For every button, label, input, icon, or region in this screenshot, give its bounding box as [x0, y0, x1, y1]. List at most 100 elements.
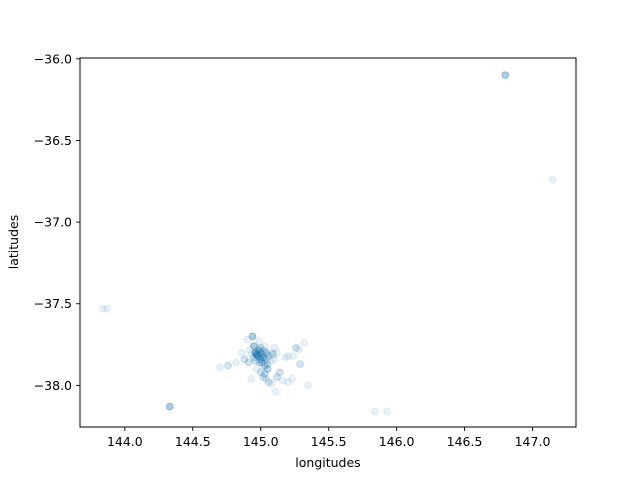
data-point	[165, 402, 174, 411]
data-point	[248, 332, 257, 341]
data-point	[269, 350, 277, 359]
data-point	[263, 365, 272, 373]
data-point	[165, 402, 174, 411]
data-point	[300, 339, 309, 347]
data-point	[254, 345, 262, 354]
data-point	[252, 350, 261, 359]
data-point	[259, 353, 268, 362]
data-point	[256, 368, 265, 377]
data-point	[262, 348, 271, 357]
data-point	[254, 352, 262, 360]
data-point	[247, 350, 256, 359]
data-point	[255, 347, 264, 355]
data-point	[292, 343, 300, 352]
data-point	[244, 358, 253, 367]
data-point	[255, 358, 264, 367]
data-point	[262, 348, 271, 357]
data-point	[267, 379, 276, 388]
data-point	[501, 71, 510, 80]
x-axis-label: longitudes	[295, 455, 360, 470]
data-point	[549, 175, 557, 184]
data-point	[240, 355, 249, 364]
data-point	[256, 343, 265, 352]
data-point	[232, 358, 241, 367]
data-point	[260, 370, 269, 378]
data-point	[273, 373, 281, 382]
data-point	[270, 355, 279, 364]
data-point	[262, 355, 271, 364]
data-point	[284, 352, 292, 360]
x-tick-label: 146.0	[379, 434, 415, 449]
data-point	[259, 353, 268, 362]
data-point	[252, 350, 261, 359]
data-point	[250, 342, 258, 351]
data-point	[275, 368, 284, 377]
data-point	[260, 361, 269, 370]
data-point	[260, 342, 269, 351]
data-point	[250, 342, 258, 351]
data-point	[252, 350, 261, 359]
data-point	[224, 361, 233, 370]
data-point	[258, 358, 266, 367]
data-point	[262, 348, 271, 357]
data-point	[273, 373, 281, 382]
data-point	[256, 355, 265, 364]
x-tick-label: 145.5	[311, 434, 347, 449]
data-point	[264, 352, 273, 360]
plot-frame	[79, 57, 577, 428]
data-point	[255, 337, 264, 346]
data-point	[165, 402, 174, 411]
data-point	[260, 370, 269, 378]
data-point	[254, 352, 262, 360]
data-point	[275, 368, 284, 377]
data-point	[292, 343, 300, 352]
data-point	[252, 365, 261, 373]
data-point	[262, 355, 271, 364]
data-point	[260, 361, 269, 370]
data-point	[250, 353, 258, 362]
data-point	[237, 348, 246, 357]
data-point	[254, 345, 262, 354]
data-point	[165, 402, 174, 411]
data-point	[264, 352, 273, 360]
y-tick-label: −37.0	[34, 215, 72, 230]
data-point	[256, 355, 265, 364]
data-point	[248, 332, 257, 341]
data-point	[501, 71, 510, 80]
data-point	[260, 361, 269, 370]
data-point	[273, 348, 281, 357]
x-tick-label: 147.0	[515, 434, 551, 449]
data-point	[250, 342, 258, 351]
data-point	[248, 332, 257, 341]
data-point	[245, 345, 254, 354]
data-point	[259, 347, 268, 355]
data-point	[252, 350, 261, 359]
data-point	[224, 361, 233, 370]
data-point	[294, 345, 303, 354]
data-point	[99, 304, 107, 313]
x-tick-label: 145.0	[243, 434, 279, 449]
data-point	[255, 347, 264, 355]
data-point	[304, 381, 313, 390]
data-point	[370, 407, 379, 416]
data-point	[250, 342, 258, 351]
data-point	[263, 365, 272, 373]
data-point	[267, 348, 276, 357]
data-point	[259, 353, 268, 362]
y-tick-label: −37.5	[34, 296, 72, 311]
data-point	[244, 358, 253, 367]
data-point	[501, 71, 510, 80]
data-point	[263, 365, 272, 373]
x-tick-label: 144.5	[175, 434, 211, 449]
data-point	[501, 71, 510, 80]
points-layer	[99, 71, 557, 416]
data-point	[254, 352, 262, 360]
x-axis-ticks: 144.0 144.5 145.0 145.5 146.0 146.5 147.0	[107, 427, 551, 449]
data-point	[263, 360, 272, 369]
data-point	[251, 348, 260, 357]
data-point	[247, 374, 256, 383]
data-point	[284, 378, 292, 387]
data-point	[258, 358, 266, 367]
data-point	[251, 356, 260, 365]
